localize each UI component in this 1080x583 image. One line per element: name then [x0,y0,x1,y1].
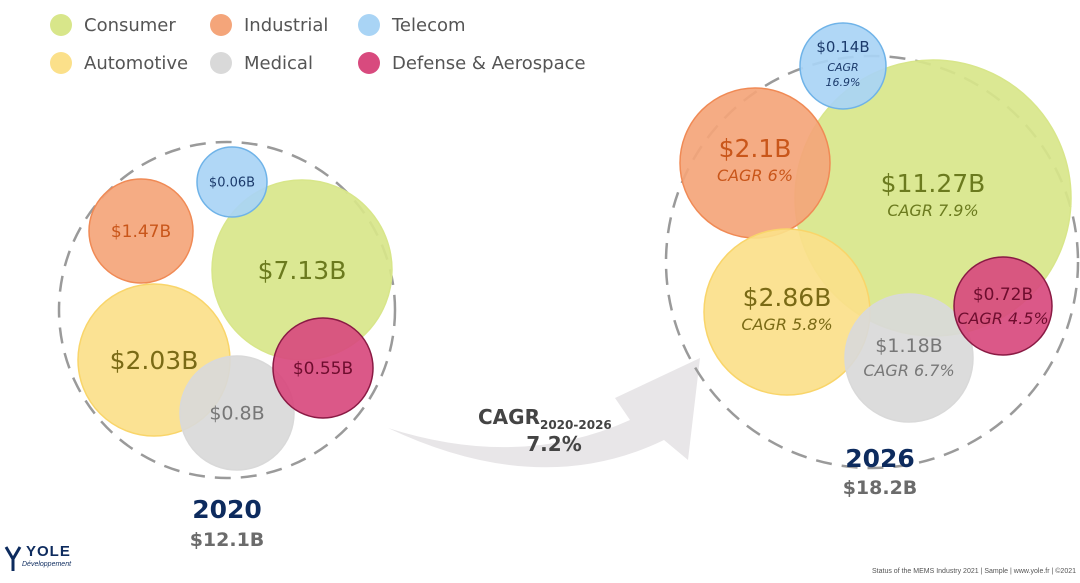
bubble-cagr-label: CAGR [827,61,858,74]
bubble-cagr-label: CAGR 7.9% [887,201,978,220]
total-label: $12.1B [190,529,265,551]
total-label: $18.2B [843,477,918,499]
arrow-cagr-value: 7.2% [526,432,581,456]
bubble-industrial-2020 [88,178,194,284]
year-label: 2020 [192,495,262,524]
bubble-defense-aerospace-2026 [953,256,1053,356]
bubble-telecom-2020 [196,146,268,218]
bubble-defense-aerospace-2020 [272,317,374,419]
legend-item-industrial: Industrial [210,14,328,36]
bubble-value-label: $2.1B [719,134,792,163]
legend-item-defense: Defense & Aerospace [358,52,586,74]
bubble-value-label: $1.47B [111,222,171,242]
legend-label: Industrial [244,14,329,36]
bubble-value-label: $0.55B [293,359,353,379]
legend-label: Telecom [392,14,466,36]
legend-item-telecom: Telecom [358,14,466,36]
telecom-swatch-icon [358,14,380,36]
arrow-cagr-label: CAGR2020-2026 [478,405,612,432]
bubble-automotive-2026 [703,228,871,396]
bubble-industrial-2026 [679,87,831,239]
bubble-medical-2026 [844,293,974,423]
bubble-value-label: $0.8B [209,403,264,425]
total-outline-2020 [57,140,397,480]
industrial-swatch-icon [210,14,232,36]
bubble-value-label: $0.14B [816,38,869,56]
legend-item-automotive: Automotive [50,52,188,74]
bubble-medical-2020 [179,355,295,471]
bubble-group-2026: $11.27B CAGR 7.9% $2.1B CAGR 6% $0.14B CAGR 16… [664,22,1080,499]
consumer-swatch-icon [50,14,72,36]
bubble-value-label: $7.13B [258,256,347,285]
bubble-telecom-2026 [799,22,887,110]
bubble-value-label: $2.86B [743,283,832,312]
logo-word: YOLE [26,543,71,560]
legend-label: Automotive [84,52,189,74]
year-label: 2026 [845,444,915,473]
automotive-swatch-icon [50,52,72,74]
bubble-group-2020: $7.13B $1.47B $0.06B $2.03B $0.8B $0.55B 2020 $… [57,140,397,551]
legend-item-consumer: Consumer [50,14,176,36]
bubble-value-label: $0.06B [209,176,255,191]
yole-logo-icon [4,546,22,571]
bubble-value-label: $2.03B [110,346,199,375]
bubble-cagr-label: CAGR 6% [717,166,793,185]
legend: Consumer Industrial Telecom Automotive M… [50,14,610,84]
bubble-cagr-label: 16.9% [826,76,861,89]
legend-label: Medical [244,52,313,74]
logo-subtitle: Développement [22,561,72,568]
medical-swatch-icon [210,52,232,74]
legend-label: Defense & Aerospace [392,52,586,74]
bubble-value-label: $1.18B [875,335,942,357]
footer-text: Status of the MEMS Industry 2021 | Sampl… [872,568,1076,575]
bubble-cagr-label: CAGR 4.5% [957,309,1048,328]
legend-item-medical: Medical [210,52,313,74]
bubble-value-label: $11.27B [881,169,986,198]
yole-logo: YOLE Développement [2,541,92,573]
bubble-value-label: $0.72B [973,285,1033,305]
bubble-cagr-label: CAGR 5.8% [741,315,832,334]
bubble-cagr-label: CAGR 6.7% [863,361,954,380]
defense-swatch-icon [358,52,380,74]
growth-arrow-shape [388,358,700,468]
legend-label: Consumer [84,14,176,36]
